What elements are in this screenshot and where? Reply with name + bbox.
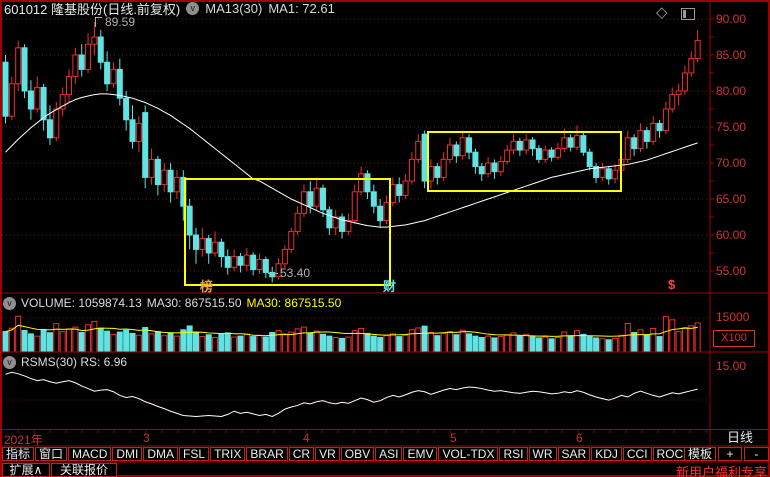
volume-value: VOLUME: 1059874.13 [21,296,142,310]
ma-value-label: MA1: 72.61 [268,1,335,16]
diamond-icon[interactable]: ◇ [656,4,668,21]
indicator-button-asi[interactable]: ASI [375,447,403,461]
linked-quotes-button[interactable]: 关联报价 [51,463,117,477]
price-axis-label: 55.00 [716,264,747,278]
annotation-box-1 [184,178,391,286]
marker-dollar[interactable]: $ [668,277,676,292]
volume-ma30-yellow: MA30: 867515.50 [246,296,342,310]
ma-line [5,93,698,228]
price-axis-label: 85.00 [716,48,747,62]
indicator-button-fsl[interactable]: FSL [179,447,210,461]
indicator-button-cr[interactable]: CR [288,447,315,461]
period-selector[interactable]: 日线 [726,430,753,445]
indicator-button-macd[interactable]: MACD [68,447,112,461]
volume-layer [2,315,701,353]
volume-ma30-white: MA30: 867515.50 [146,296,242,310]
volume-ma-line [5,324,698,337]
price-axis-label: 65.00 [716,192,747,206]
marker-cai[interactable]: 财 [383,279,397,294]
volume-pane-header: v VOLUME: 1059874.13 MA30: 867515.50 MA3… [3,296,341,310]
volume-chevron-icon[interactable]: v [3,296,16,310]
price-axis-label: 90.00 [716,12,747,26]
peak-price-annotation: 89.59 [95,15,135,29]
volume-scale-badge: X100 [713,330,755,347]
date-tick-label: 2021年 [4,433,43,447]
title-bar: 601012 隆基股份(日线.前复权) v MA13(30) MA1: 72.6… [4,1,335,17]
price-axis-label: 75.00 [716,120,747,134]
indicator-button-wr[interactable]: WR [528,447,557,461]
ma-period-label: MA13(30) [205,1,263,16]
date-tick-label: 6 [576,431,583,445]
expand-button[interactable]: 扩展∧ [2,463,50,477]
low-price-annotation: 53.40 [268,266,310,280]
indicator-button-kdj[interactable]: KDJ [591,447,622,461]
split-panel-icon[interactable] [681,8,695,20]
indicator-button-dma[interactable]: DMA [143,447,179,461]
rsms-line [5,371,698,418]
rsms-pane-header: v RSMS(30) RS: 6.96 [3,355,127,369]
rsms-chevron-icon[interactable]: v [3,355,16,369]
low-price-value: 53.40 [280,266,311,280]
indicator-button-trix[interactable]: TRIX [210,447,246,461]
date-tick-label: 5 [450,431,457,445]
toolbar-button-window[interactable]: 窗口 [35,447,68,461]
peak-price-value: 89.59 [105,15,136,29]
zoom-out-button[interactable]: - [744,447,769,461]
low-pointer-icon [268,272,278,274]
price-axis-label: 70.00 [716,156,747,170]
indicator-button-vr[interactable]: VR [315,447,340,461]
indicator-button-cci[interactable]: CCI [622,447,652,461]
price-axis-label: 60.00 [716,228,747,242]
volume-axis-max: 15000 [716,310,750,324]
date-tick-label: 3 [143,431,150,445]
indicator-button-emv[interactable]: EMV [403,447,438,461]
peak-flag-icon [95,17,103,27]
indicator-button-vol-tdx[interactable]: VOL-TDX [438,447,499,461]
toolbar-button-indicators[interactable]: 指标 [2,447,35,461]
promo-banner[interactable]: 新用户福利专享 [675,465,767,477]
chevron-down-icon[interactable]: v [186,2,200,15]
rsms-value: RSMS(30) RS: 6.96 [21,355,128,369]
zoom-in-button[interactable]: + [718,447,742,461]
price-axis-label: 80.00 [716,84,747,98]
indicator-button-obv[interactable]: OBV [340,447,375,461]
candles-layer [2,21,701,283]
indicator-button-roc[interactable]: ROC [652,447,688,461]
indicator-button-dmi[interactable]: DMI [112,447,143,461]
annotation-box-2 [427,131,622,192]
marker-bang[interactable]: 榜 [200,279,214,294]
rsms-axis-label: 15.00 [716,359,747,373]
template-button[interactable]: 模板 [684,447,716,461]
indicator-button-brar[interactable]: BRAR [246,447,288,461]
indicator-toolbar: 指标 窗口 MACD DMI DMA FSL TRIX BRAR CR VR OBV ASI EMV VO… [2,447,704,461]
page-title: 601012 隆基股份(日线.前复权) [4,2,181,17]
indicator-button-rsi[interactable]: RSI [499,447,528,461]
indicator-button-sar[interactable]: SAR [557,447,591,461]
date-tick-label: 4 [303,431,310,445]
